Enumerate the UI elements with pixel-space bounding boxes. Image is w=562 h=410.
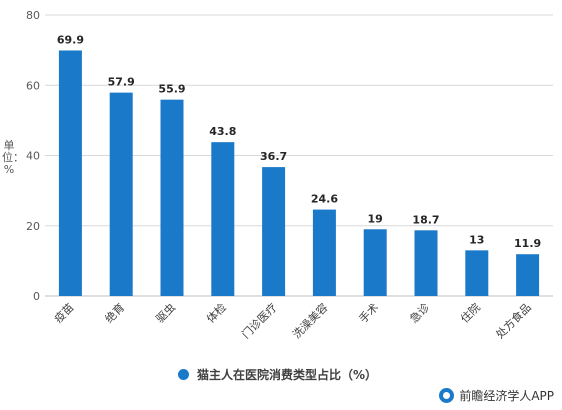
y-tick-label: 0 [33,290,40,303]
legend-label: 猫主人在医院消费类型占比（%） [197,368,378,382]
bar [160,99,184,297]
y-tick-label: 40 [26,150,40,163]
y-axis-label: 单位：% [2,139,24,176]
y-axis-ticks: 0 20 40 60 80 [26,9,40,303]
data-label: 57.9 [108,76,135,89]
data-label: 11.9 [514,237,541,250]
data-label: 43.8 [209,125,236,138]
legend: 猫主人在医院消费类型占比（%） [178,366,377,383]
bar [363,229,387,296]
legend-marker [178,369,189,380]
y-tick-label: 80 [26,9,40,22]
data-label: 24.6 [311,193,338,206]
x-tick-label: 绝育 [102,300,127,325]
data-label: 55.9 [158,83,185,96]
data-label: 36.7 [260,150,287,163]
brand-logo-icon [439,388,455,403]
x-tick-label: 手术 [356,300,381,325]
x-tick-label: 体检 [203,300,228,325]
y-tick-label: 60 [26,79,40,92]
data-label: 69.9 [57,33,84,46]
data-label: 18.7 [412,213,439,226]
x-tick-label: 处方食品 [493,300,534,341]
bar [414,230,438,296]
x-tick-label: 门诊医疗 [239,300,280,341]
x-tick-label: 住院 [457,300,482,325]
value-labels: 69.9 57.9 55.9 43.8 36.7 24.6 19 18.7 13 11.9 [57,33,541,250]
bar [109,92,133,296]
credit-text: 前瞻经济学人APP [459,389,554,403]
bar [262,167,286,296]
y-tick-label: 20 [26,220,40,233]
bar [465,250,489,296]
credit: 前瞻经济学人APP [439,387,554,404]
x-tick-label: 急诊 [407,300,432,325]
bar [312,209,336,296]
bar [211,142,235,296]
x-tick-label: 疫苗 [51,300,76,325]
bars [58,50,540,297]
x-tick-label: 驱虫 [153,301,178,326]
data-label: 19 [368,212,383,225]
bar [516,254,540,296]
x-tick-label: 洗澡美容 [290,300,331,341]
data-label: 13 [469,233,484,246]
x-axis-ticks: 疫苗 绝育 驱虫 体检 门诊医疗 洗澡美容 手术 急诊 住院 处方食品 [51,300,534,341]
bar [58,50,82,296]
